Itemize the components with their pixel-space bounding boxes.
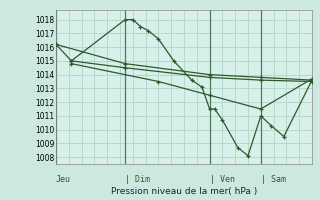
Text: | Ven: | Ven (210, 176, 235, 184)
Text: Pression niveau de la mer( hPa ): Pression niveau de la mer( hPa ) (111, 187, 257, 196)
Text: Jeu: Jeu (56, 176, 71, 184)
Text: | Dim: | Dim (125, 176, 150, 184)
Text: | Sam: | Sam (261, 176, 286, 184)
